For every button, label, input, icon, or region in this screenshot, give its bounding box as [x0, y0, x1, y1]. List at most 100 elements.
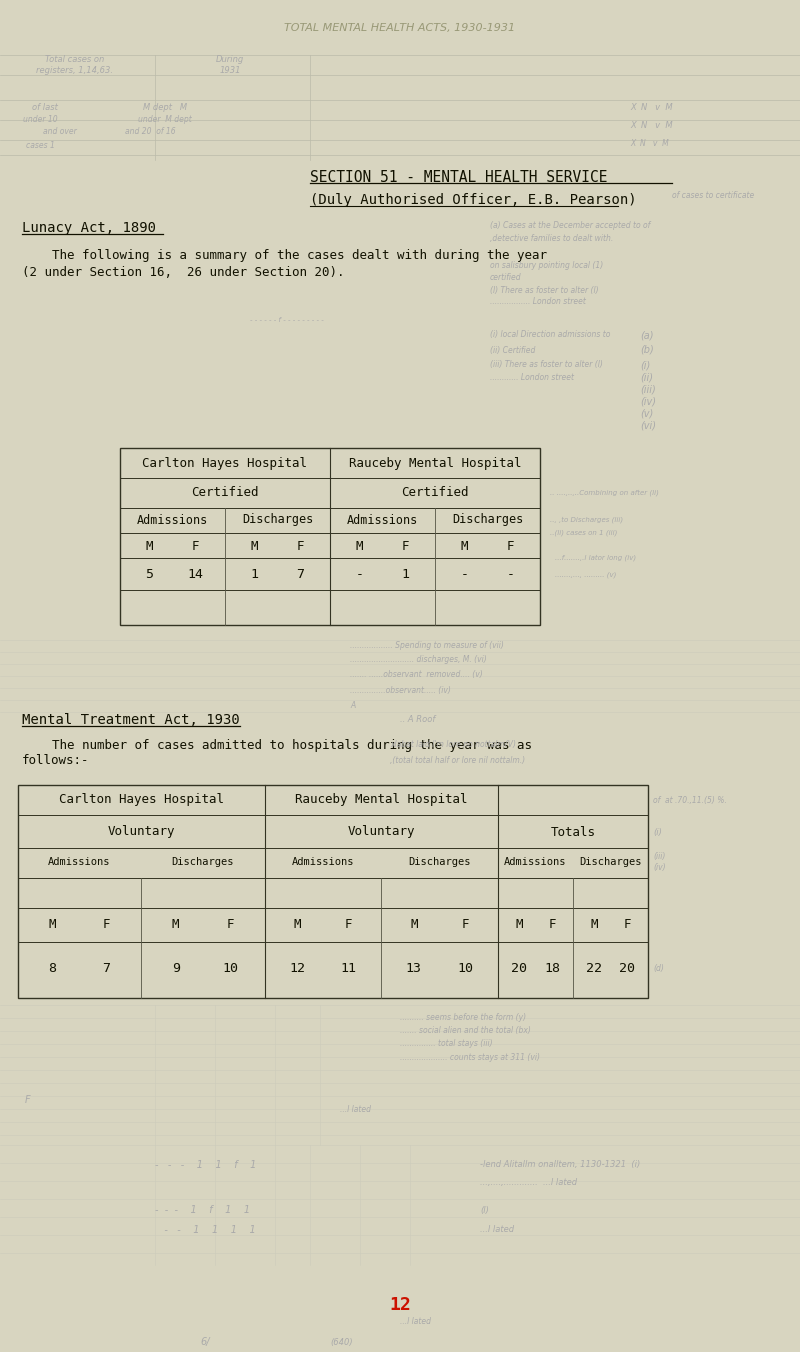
Text: (l) There as foster to alter (l): (l) There as foster to alter (l) [490, 285, 598, 295]
Text: F: F [548, 918, 556, 930]
Text: -: - [355, 568, 363, 581]
Text: Mental Treatment Act, 1930: Mental Treatment Act, 1930 [22, 713, 240, 727]
Text: 8: 8 [49, 961, 57, 975]
Text: Admissions: Admissions [347, 514, 418, 526]
Text: F: F [507, 539, 514, 553]
Text: (a) Cases at the December accepted to of: (a) Cases at the December accepted to of [490, 220, 650, 230]
Text: Discharges: Discharges [579, 857, 642, 867]
Text: ........................... discharges, M. (vi): ........................... discharges, … [350, 656, 486, 664]
Text: (iii)
(iv): (iii) (iv) [653, 852, 666, 872]
Text: 13: 13 [406, 961, 422, 975]
Text: (i) local Direction admissions to: (i) local Direction admissions to [490, 330, 610, 339]
Text: Admissions: Admissions [504, 857, 566, 867]
Text: Admissions: Admissions [48, 857, 110, 867]
Text: M: M [49, 918, 56, 930]
Text: 5: 5 [146, 568, 154, 581]
Text: 1: 1 [250, 568, 258, 581]
Text: (Duly Authorised Officer, E.B. Pearson): (Duly Authorised Officer, E.B. Pearson) [310, 193, 637, 207]
Text: The following is a summary of the cases dealt with during the year: The following is a summary of the cases … [22, 250, 547, 262]
Text: (i): (i) [653, 827, 662, 837]
Text: under 10: under 10 [22, 115, 58, 124]
Text: Totals: Totals [550, 826, 595, 838]
Text: - - - - - - f - - - - - - - - -: - - - - - - f - - - - - - - - - [250, 316, 324, 323]
Text: M: M [515, 918, 522, 930]
Text: ....... social alien and the total (bx): ....... social alien and the total (bx) [400, 1026, 531, 1036]
Text: of cases to certificate: of cases to certificate [672, 191, 754, 200]
Text: 12: 12 [290, 961, 306, 975]
Text: -   -   -    1    1    f    1: - - - 1 1 f 1 [155, 1160, 256, 1169]
Text: 14: 14 [187, 568, 203, 581]
Text: 18: 18 [544, 961, 560, 975]
Text: -: - [461, 568, 469, 581]
Text: F: F [297, 539, 304, 553]
Text: Certified: Certified [402, 487, 469, 499]
Text: F: F [623, 918, 630, 930]
Text: M: M [461, 539, 468, 553]
Text: (iii) There as foster to alter (l): (iii) There as foster to alter (l) [490, 361, 603, 369]
Text: X  N   v  M: X N v M [630, 138, 669, 147]
Text: (l): (l) [480, 1206, 489, 1214]
Text: Admissions: Admissions [292, 857, 354, 867]
Text: -lend Alitallm onalltem, 1130-1321  (i): -lend Alitallm onalltem, 1130-1321 (i) [480, 1160, 640, 1169]
Text: 11: 11 [341, 961, 357, 975]
Text: ...l lated: ...l lated [400, 1317, 431, 1326]
Text: 22: 22 [586, 961, 602, 975]
Text: xlabat laid l'm lore no nottalm(V): xlabat laid l'm lore no nottalm(V) [390, 741, 516, 749]
Text: ...,....,.............  ...l lated: ...,....,............. ...l lated [480, 1178, 577, 1187]
Text: of last: of last [32, 104, 58, 112]
Text: ...l lated: ...l lated [340, 1106, 371, 1114]
Text: 10: 10 [222, 961, 238, 975]
Text: 12: 12 [389, 1297, 411, 1314]
Text: (b): (b) [640, 345, 654, 356]
Text: ............ London street: ............ London street [490, 373, 574, 383]
Text: The number of cases admitted to hospitals during the year was as: The number of cases admitted to hospital… [22, 738, 532, 752]
Text: Discharges: Discharges [452, 514, 523, 526]
Text: .................... counts stays at 311 (vi): .................... counts stays at 311… [400, 1052, 540, 1061]
Text: X  N   v  M: X N v M [630, 104, 673, 112]
Text: certified: certified [490, 273, 522, 283]
Text: TOTAL MENTAL HEALTH ACTS, 1930-1931: TOTAL MENTAL HEALTH ACTS, 1930-1931 [285, 23, 515, 32]
Text: (ii) Certified: (ii) Certified [490, 346, 535, 354]
Text: Discharges: Discharges [242, 514, 313, 526]
Text: M: M [172, 918, 179, 930]
Text: F: F [103, 918, 110, 930]
Text: (d): (d) [653, 964, 664, 972]
Text: 1: 1 [402, 568, 410, 581]
Text: (iii): (iii) [640, 385, 656, 395]
Text: (2 under Section 16,  26 under Section 20).: (2 under Section 16, 26 under Section 20… [22, 265, 345, 279]
Text: M: M [250, 539, 258, 553]
Text: .., ,to Discharges (lii): .., ,to Discharges (lii) [550, 516, 623, 523]
Text: Discharges: Discharges [408, 857, 470, 867]
Text: under  M dept: under M dept [138, 115, 192, 124]
Text: Total cases on
registers, 1,14,63.: Total cases on registers, 1,14,63. [37, 55, 114, 74]
Text: Carlton Hayes Hospital: Carlton Hayes Hospital [142, 457, 307, 469]
Text: -   -    1    1    1    1: - - 1 1 1 1 [155, 1225, 256, 1234]
Text: and 20  of 16: and 20 of 16 [125, 127, 175, 137]
Text: on salisbury pointing local (1): on salisbury pointing local (1) [490, 261, 603, 269]
Text: -  -  -    1    f    1    1: - - - 1 f 1 1 [155, 1205, 250, 1215]
Text: Rauceby Mental Hospital: Rauceby Mental Hospital [349, 457, 522, 469]
Text: (v): (v) [640, 410, 654, 419]
Text: M dept   M: M dept M [143, 104, 187, 112]
Text: 20: 20 [511, 961, 527, 975]
Text: ..(li) cases on 1 (iii): ..(li) cases on 1 (iii) [550, 530, 618, 537]
Text: ....... ......observant  removed.... (v): ....... ......observant removed.... (v) [350, 671, 482, 680]
Text: .. A Roof: .. A Roof [400, 715, 435, 725]
Text: .................. Spending to measure of (vii): .................. Spending to measure o… [350, 641, 504, 649]
Text: M: M [356, 539, 363, 553]
Text: 10: 10 [458, 961, 474, 975]
Text: F: F [402, 539, 410, 553]
Text: 9: 9 [172, 961, 180, 975]
Text: ................. London street: ................. London street [490, 297, 586, 307]
Text: Certified: Certified [191, 487, 258, 499]
Text: cases 1: cases 1 [26, 141, 54, 150]
Text: M: M [410, 918, 418, 930]
Text: (i): (i) [640, 360, 650, 370]
Text: X  N   v  M: X N v M [630, 120, 673, 130]
Text: -: - [506, 568, 514, 581]
Text: follows:-: follows:- [22, 753, 90, 767]
Text: F: F [462, 918, 469, 930]
Text: (iv): (iv) [640, 397, 656, 407]
Text: Carlton Hayes Hospital: Carlton Hayes Hospital [59, 794, 224, 807]
Text: ...............observant..... (iv): ...............observant..... (iv) [350, 685, 451, 695]
